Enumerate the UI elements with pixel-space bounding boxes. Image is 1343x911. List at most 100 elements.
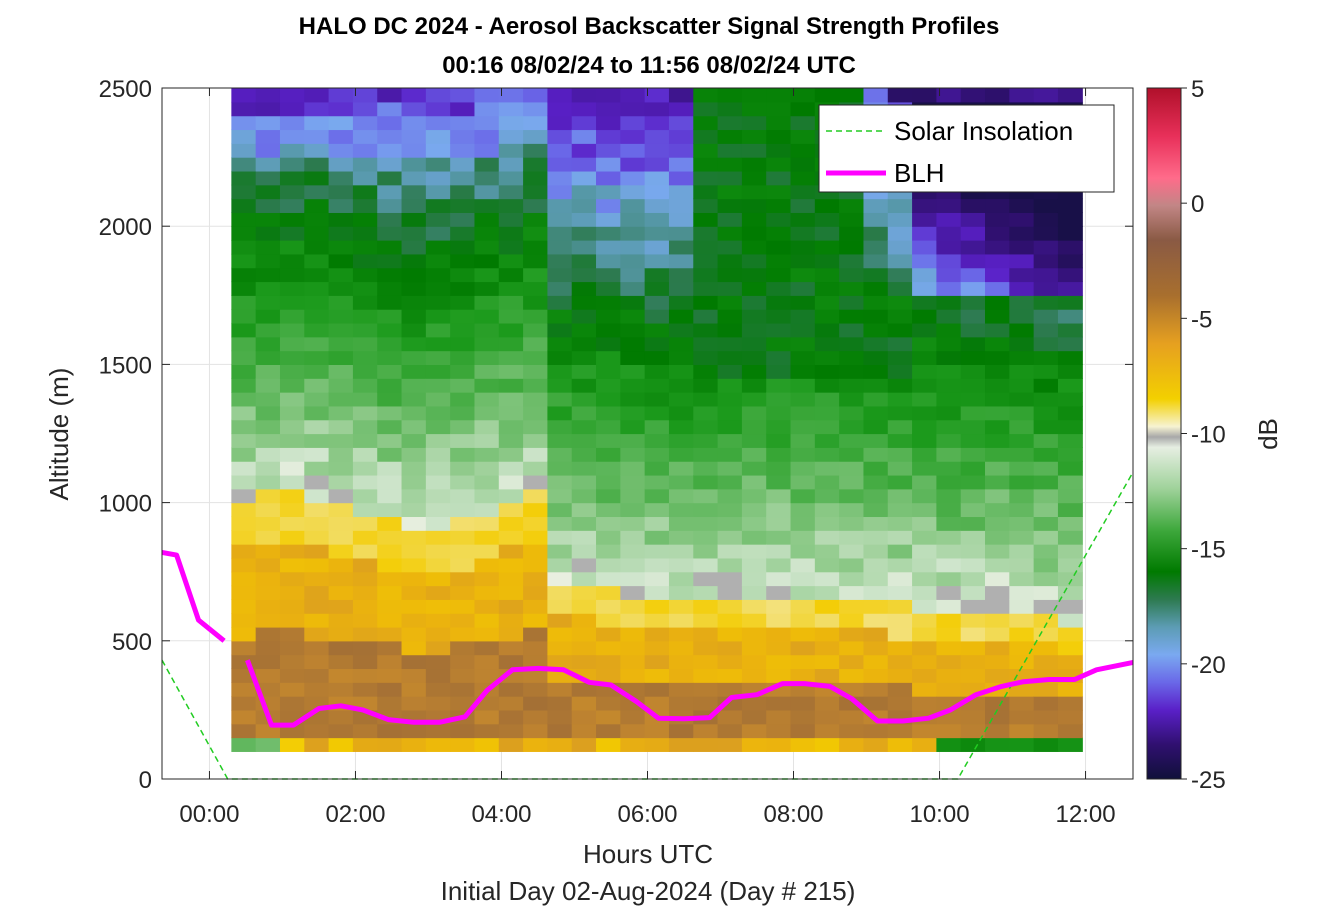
heatmap-cell: [790, 737, 816, 752]
heatmap-cell: [547, 253, 573, 269]
heatmap-cell: [571, 613, 597, 628]
heatmap-cell: [717, 571, 743, 587]
heatmap-cell: [498, 101, 524, 117]
heatmap-cell: [741, 419, 767, 435]
heatmap-cell: [425, 571, 451, 587]
heatmap-cell: [936, 392, 962, 407]
heatmap-cell: [596, 447, 621, 462]
colorbar-tick-label-6: -25: [1191, 767, 1226, 794]
colorbar-tick-label-3: -10: [1191, 422, 1226, 449]
heatmap-cell: [960, 654, 986, 670]
heatmap-cell: [1033, 378, 1059, 393]
heatmap-cell: [255, 322, 281, 338]
heatmap-cell: [571, 419, 597, 435]
heatmap-cell: [498, 392, 524, 407]
heatmap-cell: [401, 626, 427, 642]
heatmap-cell: [352, 544, 378, 559]
heatmap-cell: [668, 502, 694, 518]
heatmap-cell: [279, 626, 305, 642]
heatmap-cell: [887, 516, 913, 531]
heatmap-cell: [231, 544, 257, 559]
heatmap-cell: [474, 654, 500, 670]
heatmap-cell: [401, 544, 427, 559]
heatmap-cell: [352, 419, 378, 435]
heatmap-cell: [571, 226, 597, 241]
heatmap-cell: [547, 599, 573, 614]
heatmap-cell: [717, 309, 743, 324]
heatmap-cell: [1009, 378, 1035, 393]
heatmap-cell: [839, 253, 865, 269]
heatmap-cell: [1033, 461, 1059, 476]
heatmap-cell: [1009, 696, 1035, 711]
heatmap-cell: [498, 336, 524, 352]
heatmap-cell: [596, 461, 621, 476]
heatmap-cell: [596, 281, 621, 296]
heatmap-cell: [887, 461, 913, 476]
heatmap-cell: [644, 322, 670, 338]
heatmap-cell: [450, 364, 476, 379]
heatmap-cell: [450, 474, 476, 490]
heatmap-cell: [887, 447, 913, 462]
heatmap-cell: [328, 267, 354, 283]
heatmap-cell: [985, 392, 1010, 407]
heatmap-cell: [328, 253, 354, 269]
heatmap-cell: [644, 696, 670, 711]
heatmap-cell: [887, 350, 913, 365]
heatmap-cell: [1033, 474, 1059, 490]
heatmap-cell: [377, 143, 403, 158]
heatmap-cell: [571, 709, 597, 725]
heatmap-cell: [352, 640, 378, 656]
heatmap-cell: [644, 184, 670, 200]
heatmap-cell: [693, 115, 719, 131]
heatmap-cell: [328, 488, 354, 504]
heatmap-cell: [766, 557, 792, 573]
heatmap-cell: [887, 212, 913, 227]
heatmap-cell: [498, 129, 524, 144]
heatmap-cell: [839, 613, 865, 628]
heatmap-cell: [377, 474, 403, 490]
heatmap-cell: [814, 322, 840, 338]
heatmap-cell: [1009, 364, 1035, 379]
heatmap-cell: [717, 709, 743, 725]
heatmap-cell: [887, 405, 913, 421]
heatmap-cell: [1033, 737, 1059, 752]
heatmap-cell: [766, 226, 792, 241]
heatmap-cell: [912, 599, 937, 614]
heatmap-cell: [547, 129, 573, 144]
heatmap-cell: [352, 129, 378, 144]
heatmap-cell: [1009, 516, 1035, 531]
heatmap-cell: [1009, 737, 1035, 752]
heatmap-cell: [328, 88, 354, 103]
heatmap-cell: [279, 696, 305, 711]
heatmap-cell: [304, 240, 330, 255]
heatmap-cell: [814, 613, 840, 628]
heatmap-cell: [498, 364, 524, 379]
heatmap-cell: [474, 502, 500, 518]
heatmap-cell: [790, 571, 816, 587]
heatmap-cell: [644, 240, 670, 255]
heatmap-cell: [644, 267, 670, 283]
heatmap-cell: [279, 474, 305, 490]
heatmap-cell: [912, 723, 937, 739]
heatmap-cell: [693, 350, 719, 365]
heatmap-cell: [425, 405, 451, 421]
heatmap-cell: [352, 336, 378, 352]
heatmap-cell: [231, 115, 257, 131]
heatmap-cell: [644, 654, 670, 670]
heatmap-cell: [1009, 253, 1035, 269]
heatmap-cell: [985, 336, 1010, 352]
heatmap-cell: [596, 267, 621, 283]
heatmap-cell: [936, 599, 962, 614]
heatmap-cell: [887, 488, 913, 504]
heatmap-cell: [766, 198, 792, 213]
heatmap-cell: [693, 654, 719, 670]
heatmap-cell: [741, 433, 767, 448]
heatmap-cell: [377, 626, 403, 642]
heatmap-cell: [985, 198, 1010, 213]
heatmap-cell: [1057, 474, 1083, 490]
heatmap-cell: [766, 585, 792, 600]
heatmap-cell: [620, 198, 646, 213]
heatmap-cell: [596, 364, 621, 379]
heatmap-cell: [401, 322, 427, 338]
heatmap-cell: [328, 516, 354, 531]
